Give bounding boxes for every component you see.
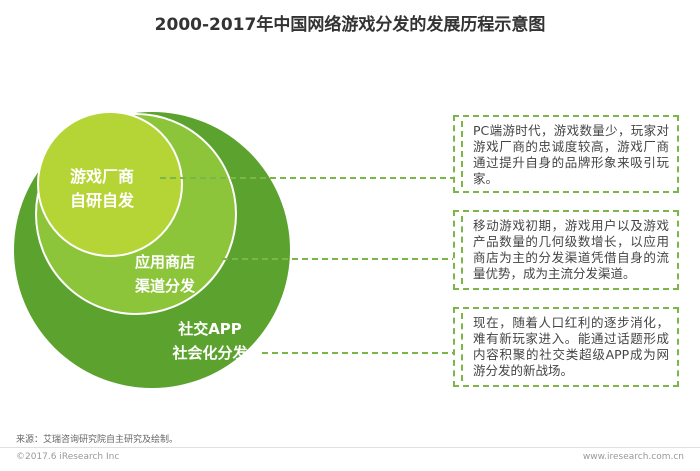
source-note: 来源：艾瑞咨询研究院自主研究及绘制。 [16, 435, 179, 445]
middle-circle-label-line1: 应用商店 [134, 253, 195, 271]
middle-circle-label: 应用商店 渠道分发 [115, 250, 215, 298]
description-text-1: PC端游时代，游戏数量少，玩家对游戏厂商的忠诚度较高，游戏厂商通过提升自身的品牌… [473, 123, 669, 186]
inner-circle [37, 111, 183, 257]
inner-circle-label-line1: 游戏厂商 [69, 167, 134, 186]
description-box-3: 现在，随着人口红利的逐步消化，难有新玩家进入。能通过话题形成内容积聚的社交类超级… [453, 307, 679, 387]
inner-circle-label: 游戏厂商 自研自发 [52, 165, 152, 213]
outer-circle-label: 社交APP 社会化分发 [155, 317, 265, 365]
description-box-1: PC端游时代，游戏数量少，玩家对游戏厂商的忠诚度较高，游戏厂商通过提升自身的品牌… [453, 115, 679, 193]
footer-divider [0, 447, 700, 448]
description-box-2: 移动游戏初期，游戏用户以及游戏产品数量的几何级数增长，以应用商店为主的分发渠道凭… [453, 210, 679, 290]
description-text-3: 现在，随着人口红利的逐步消化，难有新玩家进入。能通过话题形成内容积聚的社交类超级… [473, 315, 669, 378]
description-text-2: 移动游戏初期，游戏用户以及游戏产品数量的几何级数增长，以应用商店为主的分发渠道凭… [473, 218, 669, 281]
inner-circle-label-line2: 自研自发 [69, 191, 134, 210]
middle-circle-label-line2: 渠道分发 [134, 277, 195, 295]
outer-circle-label-line1: 社交APP [178, 320, 242, 338]
footer-copyright: ©2017.6 iResearch Inc [16, 452, 120, 462]
page-title: 2000-2017年中国网络游戏分发的发展历程示意图 [154, 15, 546, 35]
outer-circle-label-line2: 社会化分发 [172, 344, 248, 362]
footer-website: www.iresearch.com.cn [582, 452, 684, 462]
